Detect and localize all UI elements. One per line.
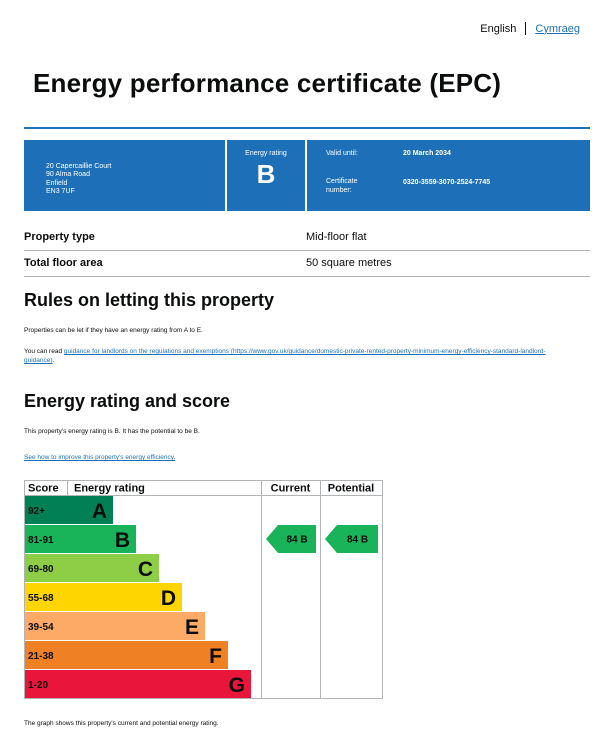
valid-until-label: Valid until: xyxy=(326,150,358,157)
header-energy-rating: Energy rating xyxy=(74,483,145,495)
band-score-label: 39-54 xyxy=(28,622,54,633)
band-letter: E xyxy=(185,616,199,639)
band-letter: D xyxy=(161,587,176,610)
rating-band-bar xyxy=(25,554,159,582)
band-letter: F xyxy=(209,645,222,668)
chart-caption: The graph shows this property's current … xyxy=(24,720,219,727)
language-welsh-link[interactable]: Cymraeg xyxy=(535,22,580,35)
band-score-label: 81-91 xyxy=(28,535,54,546)
current-rating-arrow xyxy=(266,525,316,553)
energy-score-paragraph: This property's energy rating is B. It h… xyxy=(24,428,200,435)
rating-band-bar xyxy=(25,612,205,640)
property-type-label: Property type xyxy=(24,231,95,243)
address-line: 20 Capercaillie Court xyxy=(46,163,112,170)
rules-paragraph: Properties can be let if they have an en… xyxy=(24,327,203,334)
band-letter: G xyxy=(229,674,245,697)
certificate-number-label: Certificate number: xyxy=(326,178,358,194)
language-switcher: English Cymraeg xyxy=(480,22,580,35)
header-score: Score xyxy=(28,483,59,495)
improve-efficiency-paragraph: See how to improve this property's energ… xyxy=(24,453,175,462)
energy-rating-label: Energy rating xyxy=(245,150,287,157)
guidance-suffix: . xyxy=(52,357,55,364)
address-line: 90 Alma Road xyxy=(46,171,90,179)
band-score-label: 92+ xyxy=(28,506,45,517)
language-divider xyxy=(525,22,527,35)
property-type-value: Mid-floor flat xyxy=(306,231,367,243)
band-letter: C xyxy=(138,558,153,581)
language-english: English xyxy=(480,22,517,35)
landlord-guidance-link[interactable]: guidance for landlords on the regulation… xyxy=(24,348,546,364)
rating-band-bar xyxy=(25,583,182,611)
rating-band-bar xyxy=(25,525,136,553)
rules-guidance-paragraph: You can read guidance for landlords on t… xyxy=(24,347,574,365)
band-score-label: 21-38 xyxy=(28,651,54,662)
rules-heading: Rules on letting this property xyxy=(24,290,275,310)
rating-band-bar xyxy=(25,670,251,698)
floor-area-label: Total floor area xyxy=(24,257,103,269)
banner-divider xyxy=(305,140,307,211)
rating-band-bar xyxy=(25,496,113,524)
band-score-label: 55-68 xyxy=(28,593,54,604)
band-letter: B xyxy=(115,529,130,552)
potential-rating-label: 84 B xyxy=(347,535,368,546)
title-divider xyxy=(24,127,590,129)
rating-band-bar xyxy=(25,641,228,669)
certificate-summary-banner: 20 Capercaillie Court 90 Alma Road Enfie… xyxy=(24,140,590,211)
band-score-label: 1-20 xyxy=(28,680,48,691)
floor-area-row: Total floor area 50 square metres xyxy=(24,251,590,277)
address-line: EN3 7UF xyxy=(46,187,75,195)
header-potential: Potential xyxy=(328,483,374,495)
page-title: Energy performance certificate (EPC) xyxy=(33,68,502,98)
potential-rating-arrow xyxy=(325,525,378,553)
certificate-number-value: 0320-3559-3070-2524-7745 xyxy=(403,179,491,186)
energy-score-heading: Energy rating and score xyxy=(24,391,231,411)
address-line: Enfield xyxy=(46,179,68,187)
energy-rating-chart: Score Energy rating Current Potential 92+ A 81… xyxy=(24,480,384,707)
band-score-label: 69-80 xyxy=(28,564,54,575)
guidance-prefix: You can read xyxy=(24,348,64,355)
band-letter: A xyxy=(92,500,107,523)
energy-rating-graph: Score Energy rating Current Potential 92+ A 81… xyxy=(24,480,383,699)
improve-efficiency-link[interactable]: See how to improve this property's energ… xyxy=(24,454,176,461)
valid-until-value: 20 March 2034 xyxy=(403,150,451,157)
property-type-row: Property type Mid-floor flat xyxy=(24,225,590,251)
header-current: Current xyxy=(271,483,311,495)
property-address: 20 Capercaillie Court 90 Alma Road Enfie… xyxy=(46,163,111,196)
floor-area-value: 50 square metres xyxy=(306,257,392,269)
energy-rating-value: B xyxy=(256,159,276,189)
banner-divider xyxy=(225,140,227,211)
current-rating-label: 84 B xyxy=(286,535,307,546)
